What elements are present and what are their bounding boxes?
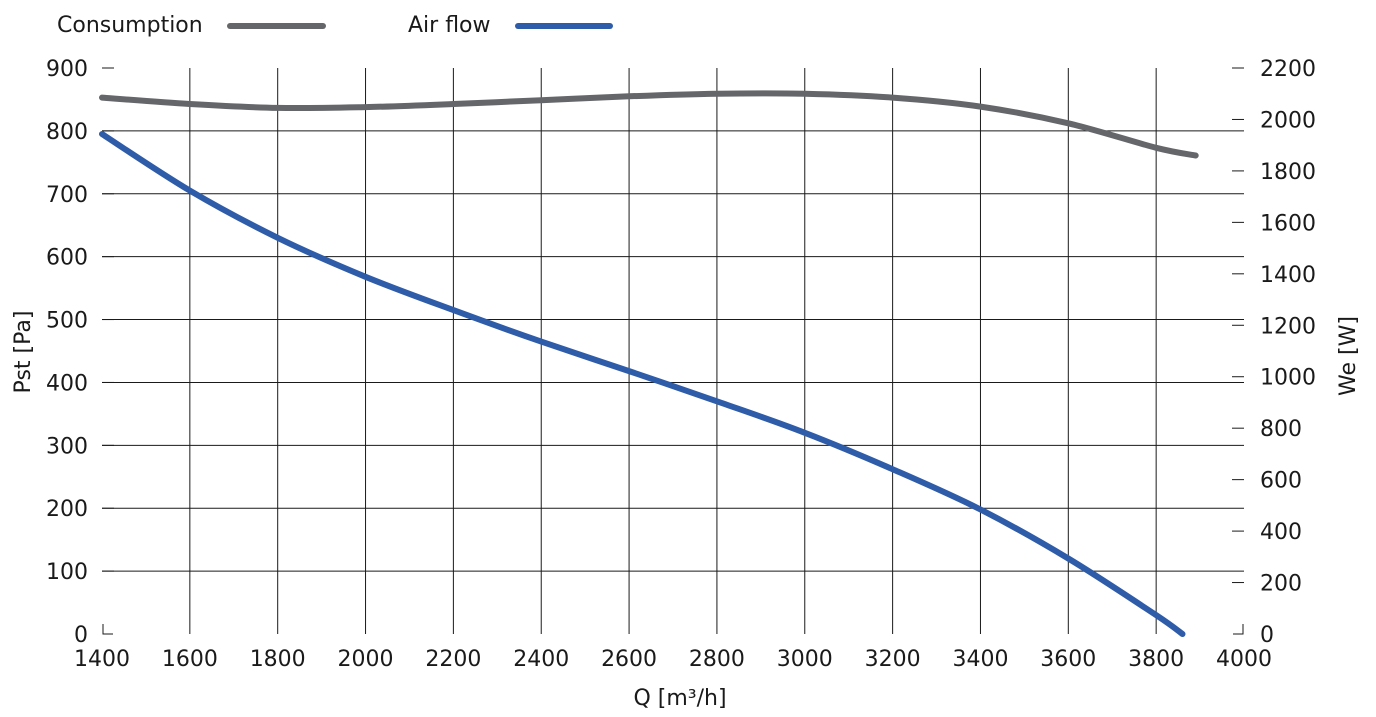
right-y-tick-label: 1800: [1260, 160, 1316, 185]
x-tick-label: 1400: [74, 647, 130, 672]
right-y-tick-label: 2200: [1260, 57, 1316, 82]
left-y-tick-label: 500: [46, 309, 88, 334]
right-y-tick-label: 800: [1260, 417, 1302, 442]
left-y-tick-label: 300: [46, 434, 88, 459]
x-tick-label: 2600: [601, 647, 657, 672]
left-y-tick-label: 600: [46, 246, 88, 271]
left-y-tick-label: 200: [46, 497, 88, 522]
x-tick-label: 1800: [250, 647, 306, 672]
series-line-air-flow: [99, 131, 1186, 637]
right-y-tick-label: 1200: [1260, 314, 1316, 339]
grid: [102, 68, 1244, 635]
right-y-tick-label: 2000: [1260, 108, 1316, 133]
right-y-tick-label: 1600: [1260, 211, 1316, 236]
x-tick-label: 3200: [865, 647, 921, 672]
legend-label-consumption: Consumption: [57, 13, 203, 38]
corner-mark-right: [1233, 624, 1244, 635]
legend-label-air-flow: Air flow: [408, 13, 491, 38]
x-tick-label: 3000: [777, 647, 833, 672]
left-y-tick-label: 800: [46, 120, 88, 145]
x-tick-label: 2200: [425, 647, 481, 672]
x-tick-label: 2000: [338, 647, 394, 672]
left-y-tick-label: 700: [46, 183, 88, 208]
series-line-consumption: [99, 90, 1199, 159]
x-tick-label: 2800: [689, 647, 745, 672]
x-axis-title: Q [m³/h]: [633, 686, 726, 711]
right-y-tick-label: 200: [1260, 572, 1302, 597]
series-lines: [99, 90, 1199, 637]
right-y-tick-label: 0: [1260, 623, 1274, 648]
x-tick-label: 4000: [1216, 647, 1272, 672]
right-y-tick-labels: 0 200 400 600 800 1000 1200 1400 1600 1800 2000 220…: [1232, 57, 1316, 648]
left-y-tick-label: 0: [74, 623, 88, 648]
x-tick-label: 3400: [952, 647, 1008, 672]
right-y-tick-label: 600: [1260, 469, 1302, 494]
left-y-axis-title: Pst [Pa]: [11, 311, 36, 394]
x-tick-labels: 1400 1600 1800 2000 2200 2400 2600 2800 3000 3200…: [74, 647, 1272, 672]
x-tick-label: 1600: [162, 647, 218, 672]
right-y-axis-title: We [W]: [1336, 316, 1361, 396]
x-tick-label: 2400: [513, 647, 569, 672]
left-y-tick-label: 900: [46, 57, 88, 82]
left-y-tick-label: 100: [46, 560, 88, 585]
x-tick-label: 3600: [1040, 647, 1096, 672]
right-y-tick-label: 400: [1260, 520, 1302, 545]
left-y-tick-label: 400: [46, 371, 88, 396]
right-y-tick-label: 1000: [1260, 366, 1316, 391]
right-y-tick-label: 1400: [1260, 263, 1316, 288]
corner-mark-left: [102, 624, 113, 635]
left-y-tick-labels: 0 100 200 300 400 500 600 700 800 900: [46, 57, 114, 648]
legend: Consumption Air flow: [57, 13, 613, 38]
x-tick-label: 3800: [1128, 647, 1184, 672]
